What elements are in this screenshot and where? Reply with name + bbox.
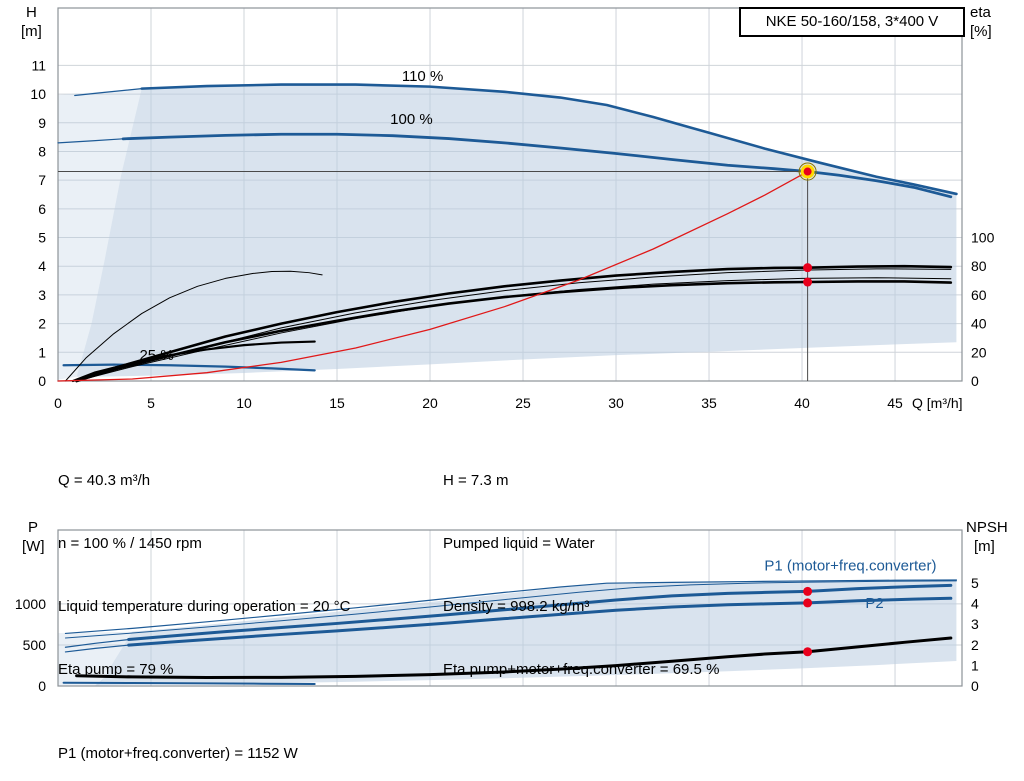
svg-text:35: 35 bbox=[701, 395, 717, 411]
svg-text:100: 100 bbox=[971, 230, 995, 246]
info-liquid-temp: Liquid temperature during operation = 20… bbox=[58, 598, 351, 615]
svg-text:10: 10 bbox=[30, 86, 46, 102]
svg-text:4: 4 bbox=[971, 596, 979, 612]
svg-text:10: 10 bbox=[236, 395, 252, 411]
svg-text:30: 30 bbox=[608, 395, 624, 411]
svg-text:6: 6 bbox=[38, 201, 46, 217]
p-axis-title-line1: P bbox=[28, 519, 39, 536]
svg-text:P2: P2 bbox=[865, 595, 883, 612]
svg-text:7: 7 bbox=[38, 172, 46, 188]
svg-text:0: 0 bbox=[971, 678, 979, 694]
npsh-axis-title-line1: NPSH bbox=[966, 519, 1008, 536]
svg-text:25: 25 bbox=[515, 395, 531, 411]
svg-text:1: 1 bbox=[38, 344, 46, 360]
svg-text:80: 80 bbox=[971, 258, 987, 274]
svg-text:40: 40 bbox=[794, 395, 810, 411]
svg-text:3: 3 bbox=[971, 616, 979, 632]
svg-text:11: 11 bbox=[31, 57, 46, 73]
svg-text:100 %: 100 % bbox=[390, 111, 433, 128]
pump-title: NKE 50-160/158, 3*400 V bbox=[765, 13, 939, 30]
p-axis-title: P [W] bbox=[22, 518, 45, 556]
info-eta-pump: Eta pump = 79 % bbox=[58, 661, 174, 678]
info-density: Density = 998.2 kg/m³ bbox=[443, 598, 590, 615]
svg-text:0: 0 bbox=[38, 678, 46, 694]
svg-text:5: 5 bbox=[971, 575, 979, 591]
svg-text:15: 15 bbox=[329, 395, 345, 411]
info-n: n = 100 % / 1450 rpm bbox=[58, 535, 202, 552]
svg-text:25 %: 25 % bbox=[139, 347, 173, 364]
npsh-axis-title: NPSH [m] bbox=[966, 518, 1008, 556]
eta-axis-title-line2: [%] bbox=[970, 23, 992, 40]
info-column-left: Q = 40.3 m³/h n = 100 % / 1450 rpm Liqui… bbox=[58, 428, 350, 722]
svg-text:60: 60 bbox=[971, 287, 987, 303]
eta-axis-title-line1: eta bbox=[970, 4, 991, 21]
svg-text:110 %: 110 % bbox=[402, 68, 443, 85]
h-axis-title: H [m] bbox=[21, 3, 42, 41]
footer-column: P1 (motor+freq.converter) = 1152 W P2 = … bbox=[58, 701, 298, 781]
p-axis-title-line2: [W] bbox=[22, 538, 45, 555]
h-axis-title-line1: H bbox=[26, 4, 37, 21]
svg-text:5: 5 bbox=[147, 395, 155, 411]
svg-text:0: 0 bbox=[54, 395, 62, 411]
info-q: Q = 40.3 m³/h bbox=[58, 472, 151, 489]
svg-text:2: 2 bbox=[971, 637, 979, 653]
svg-text:0: 0 bbox=[971, 373, 979, 389]
svg-text:Q [m³/h]: Q [m³/h] bbox=[912, 395, 963, 411]
svg-text:20: 20 bbox=[422, 395, 438, 411]
svg-text:5: 5 bbox=[38, 230, 46, 246]
svg-text:9: 9 bbox=[38, 115, 46, 131]
svg-text:40: 40 bbox=[971, 316, 987, 332]
svg-text:2: 2 bbox=[38, 316, 46, 332]
svg-text:P1 (motor+freq.converter): P1 (motor+freq.converter) bbox=[764, 557, 936, 574]
svg-text:45: 45 bbox=[887, 395, 903, 411]
pump-title-box: NKE 50-160/158, 3*400 V bbox=[739, 7, 965, 37]
info-column-right: H = 7.3 m Pumped liquid = Water Density … bbox=[443, 428, 719, 722]
info-pumped-liquid: Pumped liquid = Water bbox=[443, 535, 595, 552]
info-eta-total: Eta pump+motor+freq.converter = 69.5 % bbox=[443, 661, 720, 678]
svg-text:500: 500 bbox=[23, 637, 47, 653]
h-axis-title-line2: [m] bbox=[21, 23, 42, 40]
svg-text:1: 1 bbox=[971, 657, 979, 673]
svg-text:3: 3 bbox=[38, 287, 46, 303]
svg-text:20: 20 bbox=[971, 344, 987, 360]
svg-text:1000: 1000 bbox=[15, 596, 46, 612]
svg-text:8: 8 bbox=[38, 143, 46, 159]
eta-axis-title: eta [%] bbox=[970, 3, 992, 41]
info-h: H = 7.3 m bbox=[443, 472, 509, 489]
npsh-axis-title-line2: [m] bbox=[974, 538, 995, 555]
svg-text:4: 4 bbox=[38, 258, 46, 274]
footer-p1: P1 (motor+freq.converter) = 1152 W bbox=[58, 745, 298, 762]
svg-text:0: 0 bbox=[38, 373, 46, 389]
